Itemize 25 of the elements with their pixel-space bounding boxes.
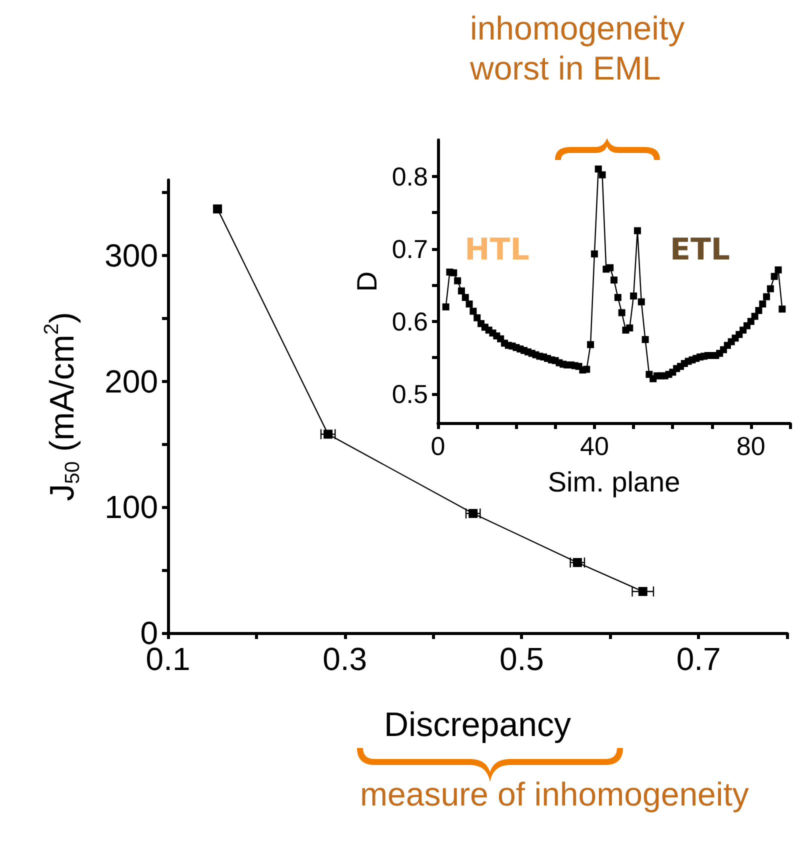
y-axis-title: J50 (mA/cm2) [41,312,84,501]
x-tick-label: 0.3 [322,641,368,677]
x-tick-label: 80 [736,431,766,461]
point [213,204,222,214]
y-tick-label: 100 [104,489,158,526]
text: inhomogeneity worst in EML [469,10,686,86]
annotation: HTL [464,232,530,268]
point [572,558,582,568]
y-tick-label: 0.7 [392,234,428,264]
y-tick-label: 0.5 [392,378,428,409]
y-tick-label: 0.6 [392,306,428,336]
point [638,586,648,596]
x-tick-label: 40 [580,431,609,461]
annotation: ETL [670,232,730,268]
x-axis-title: Sim. plane [548,466,680,498]
x-axis-title: Discrepancy [384,706,572,744]
point [468,508,478,518]
x-tick-label: 0.7 [676,641,721,677]
y-tick-label: 300 [104,238,158,274]
y-axis-title: D [351,271,382,292]
point [324,430,333,439]
y-tick-label: 200 [104,363,158,400]
x-tick-label: 0.5 [499,641,544,677]
text: measure of inhomogeneity [360,776,750,812]
y-tick-label: 0.8 [392,161,428,192]
